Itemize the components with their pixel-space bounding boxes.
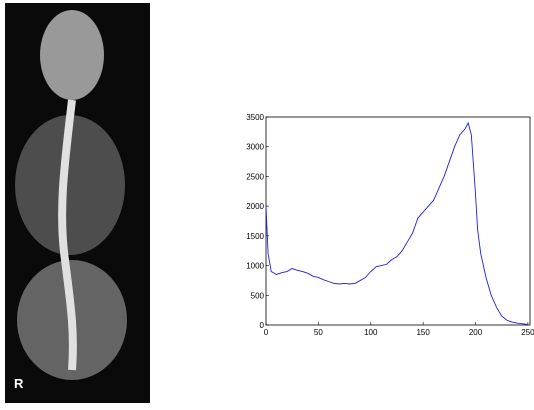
data-line [265,121,528,325]
y-tick-label: 2500 [246,172,264,181]
x-tick-label: 250 [521,328,534,337]
x-tick-label: 0 [264,328,269,337]
y-tick-label: 1500 [246,232,264,241]
xray-spine [58,99,77,371]
x-tick-label: 200 [469,328,483,337]
x-tick-label: 100 [364,328,378,337]
x-tick-label: 150 [416,328,430,337]
xray-chest [15,115,125,255]
xray-skull [40,10,104,100]
y-tick-label: 0 [260,321,265,330]
plot-area [265,116,531,326]
y-tick-label: 3500 [246,113,264,122]
y-tick-label: 2000 [246,202,264,211]
y-tick-label: 500 [251,291,265,300]
x-tick-label: 50 [314,328,323,337]
xray-marker: R [14,376,24,391]
y-tick-label: 3000 [246,143,264,152]
y-tick-label: 1000 [246,262,264,271]
